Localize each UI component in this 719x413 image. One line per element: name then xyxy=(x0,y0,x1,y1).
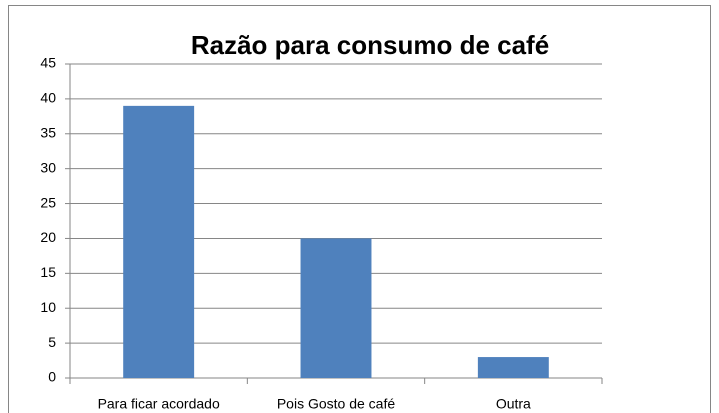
y-tick-label: 45 xyxy=(40,55,56,71)
y-tick-label: 5 xyxy=(48,334,56,350)
y-tick-label: 35 xyxy=(40,124,56,140)
y-tick-label: 10 xyxy=(40,299,56,315)
y-tick-label: 25 xyxy=(40,194,56,210)
y-tick-label: 30 xyxy=(40,159,56,175)
y-tick-label: 20 xyxy=(40,229,56,245)
chart-title: Razão para consumo de café xyxy=(191,30,549,60)
x-tick-label: Para ficar acordado xyxy=(98,396,220,412)
bar xyxy=(123,105,195,378)
y-tick-label: 0 xyxy=(48,369,56,385)
bar xyxy=(477,357,549,378)
y-tick-label: 15 xyxy=(40,264,56,280)
bar xyxy=(300,238,372,378)
y-tick-label: 40 xyxy=(40,90,56,106)
x-tick-label: Outra xyxy=(496,396,531,412)
x-tick-label: Pois Gosto de café xyxy=(277,396,396,412)
